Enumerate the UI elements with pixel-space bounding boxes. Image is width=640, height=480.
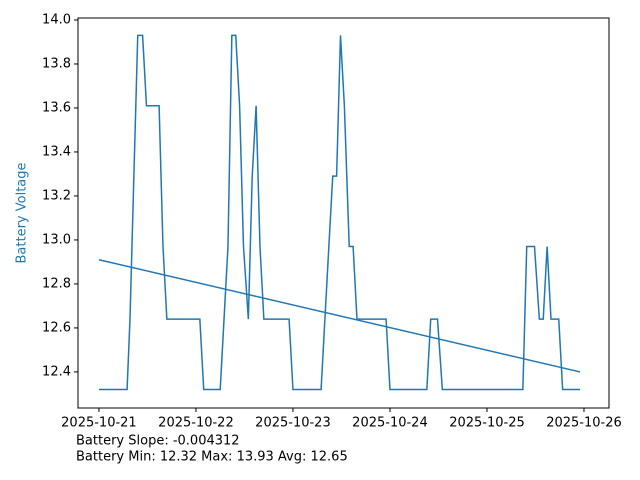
y-tick-label: 12.6	[42, 320, 71, 335]
x-tick-label: 2025-10-21	[61, 416, 137, 431]
annotation: Battery Slope: -0.004312	[76, 434, 240, 449]
y-tick-label: 12.4	[42, 364, 71, 379]
y-tick-label: 14.0	[42, 12, 71, 27]
y-axis-label: Battery Voltage	[15, 162, 30, 263]
x-tick-label: 2025-10-24	[352, 416, 428, 431]
annotation: Battery Min: 12.32 Max: 13.93 Avg: 12.65	[76, 450, 348, 465]
y-tick-label: 13.0	[42, 232, 71, 247]
y-tick-label: 12.8	[42, 276, 71, 291]
x-tick-label: 2025-10-22	[158, 416, 234, 431]
y-tick-label: 13.6	[42, 100, 71, 115]
x-tick-label: 2025-10-26	[546, 416, 622, 431]
x-tick-label: 2025-10-25	[449, 416, 525, 431]
y-tick-label: 13.4	[42, 144, 71, 159]
plot-frame	[77, 17, 610, 409]
y-tick-label: 13.2	[42, 188, 71, 203]
line	[98, 34, 581, 391]
y-tick-label: 13.8	[42, 56, 71, 71]
line	[98, 259, 581, 373]
x-tick-label: 2025-10-23	[255, 416, 331, 431]
